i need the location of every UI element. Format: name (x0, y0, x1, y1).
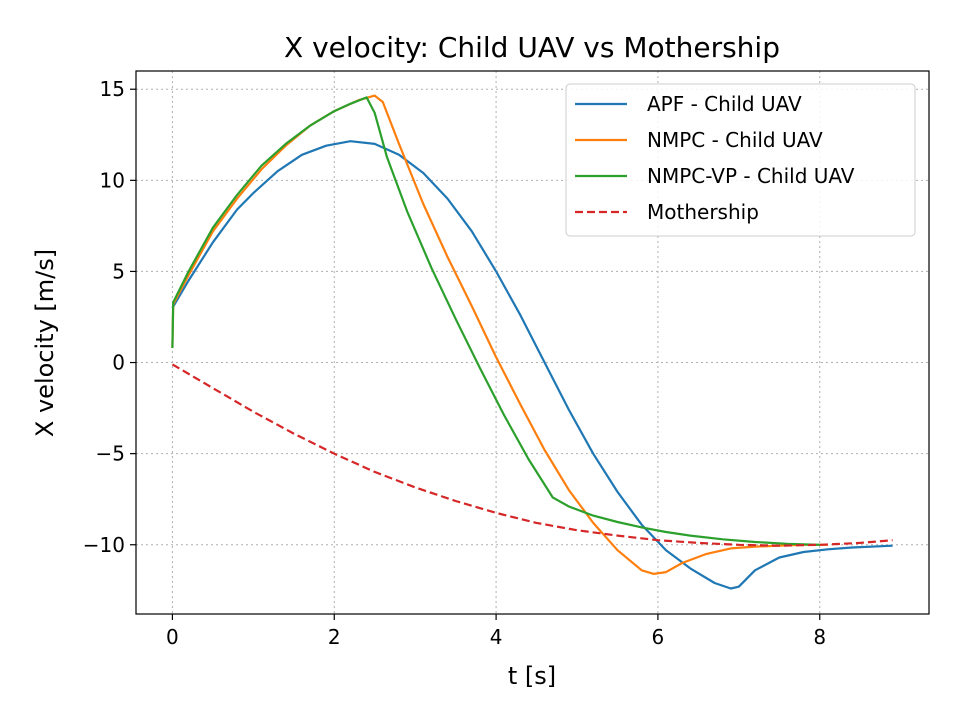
chart-title: X velocity: Child UAV vs Mothership (284, 31, 780, 64)
y-tick-label: 15 (100, 77, 125, 101)
series-line-3 (171, 363, 893, 547)
y-tick-label: 5 (112, 259, 125, 283)
y-tick-label: 10 (100, 168, 125, 192)
y-axis-label: X velocity [m/s] (31, 249, 59, 437)
x-tick-label: 0 (166, 625, 179, 649)
series-lines (171, 94, 893, 590)
legend-label: NMPC-VP - Child UAV (647, 164, 855, 188)
x-tick-label: 2 (328, 625, 341, 649)
series-line-2 (171, 96, 820, 546)
y-tick-label: −10 (83, 533, 125, 557)
axis-ticks: 0 2 4 6 8 −10 −5 0 5 10 15 (83, 77, 826, 649)
x-tick-label: 4 (490, 625, 503, 649)
series-line-0 (171, 140, 893, 590)
plot-frame (135, 70, 930, 615)
x-tick-label: 8 (813, 625, 826, 649)
legend-label: NMPC - Child UAV (647, 128, 823, 152)
legend-label: Mothership (647, 200, 759, 224)
x-axis-label: t [s] (508, 662, 556, 690)
series-line-1 (171, 94, 828, 575)
x-tick-label: 6 (652, 625, 665, 649)
y-tick-label: −5 (96, 442, 125, 466)
y-tick-label: 0 (112, 351, 125, 375)
legend: APF - Child UAV NMPC - Child UAV NMPC-VP -… (565, 83, 916, 237)
legend-box (565, 83, 916, 237)
legend-label: APF - Child UAV (647, 92, 802, 116)
